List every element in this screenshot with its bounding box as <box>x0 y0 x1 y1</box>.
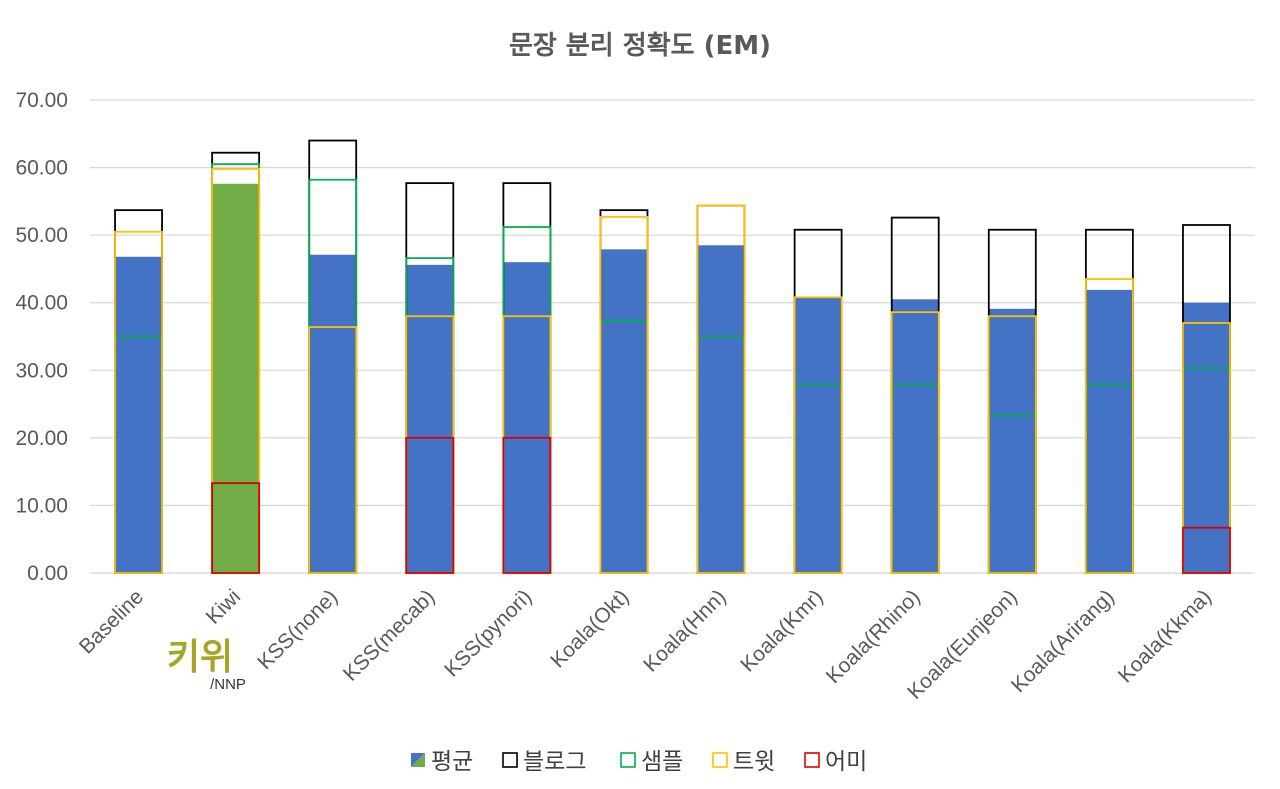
bar-outline-트윗 <box>890 311 940 574</box>
bars <box>114 139 1231 574</box>
bar-group <box>405 182 455 574</box>
y-tick-label: 50.00 <box>15 224 68 247</box>
x-tick-label: Koala(Rhino) <box>822 585 925 688</box>
bar-평균 <box>406 264 454 573</box>
x-tick-label: KSS(none) <box>253 585 342 674</box>
bar-group <box>308 139 358 574</box>
bar-outline-트윗 <box>308 326 358 574</box>
legend-item: 트윗 <box>712 749 775 775</box>
bar-outline-트윗 <box>599 215 649 574</box>
bar-평균 <box>600 249 648 573</box>
bar-outline-트윗 <box>114 230 163 574</box>
bar-group <box>890 216 940 574</box>
legend-label: 샘플 <box>641 749 683 775</box>
bar-outline-트윗 <box>1084 278 1134 574</box>
kiwi-logo: 키위 /NNP <box>167 637 246 693</box>
legend-label: 블로그 <box>523 749 586 775</box>
x-axis-tick-labels: Baseline Kiwi KSS(none)KSS(mecab) KSS(pynor… <box>75 585 1216 704</box>
bar-평균 <box>1085 289 1133 573</box>
legend-marker <box>712 752 728 768</box>
bar-outline-어미 <box>211 482 261 574</box>
bar-group <box>114 209 163 574</box>
x-tick-label: Koala(Hnn) <box>639 585 730 676</box>
x-tick-label: KSS(mecab) <box>339 585 439 685</box>
legend-marker <box>502 752 518 768</box>
bar-outline-어미 <box>405 436 455 574</box>
legend-label: 트윗 <box>733 749 775 775</box>
bar-group <box>1084 228 1134 574</box>
bar-outline-어미 <box>502 436 552 574</box>
y-tick-label: 30.00 <box>15 359 68 382</box>
y-tick-label: 0.00 <box>27 562 68 585</box>
bar-평균 <box>891 299 939 573</box>
legend-marker <box>620 752 636 768</box>
y-tick-label: 20.00 <box>15 427 68 450</box>
y-tick-label: 70.00 <box>15 89 68 112</box>
bar-평균 <box>697 245 745 573</box>
bar-group <box>696 204 746 574</box>
legend-marker-highlight <box>411 753 425 767</box>
kiwi-logo-subtext: /NNP <box>210 676 246 693</box>
legend-marker <box>804 752 820 768</box>
x-tick-label: Koala(Arirang) <box>1007 585 1119 697</box>
y-axis-tick-labels: 0.00 10.00 20.00 30.00 40.00 50.00 60.00 70.00 <box>15 89 68 585</box>
bar-평균 <box>212 183 260 573</box>
legend: 평균 블로그 샘플 트윗 어미 <box>411 749 867 775</box>
x-tick-label: Kiwi <box>202 585 245 628</box>
x-tick-label: Koala(Okt) <box>546 585 633 672</box>
x-tick-label: Koala(Kkma) <box>1114 585 1216 687</box>
bar-group <box>793 228 843 574</box>
bar-평균 <box>503 262 551 573</box>
legend-item: 어미 <box>804 749 867 775</box>
x-tick-label: Koala(Kmr) <box>736 585 827 676</box>
kiwi-logo-text: 키위 <box>167 637 233 678</box>
bar-평균 <box>309 254 357 573</box>
y-tick-label: 60.00 <box>15 157 68 180</box>
bar-outline-트윗 <box>793 296 843 574</box>
bar-평균 <box>794 297 842 573</box>
bar-group <box>1182 224 1231 574</box>
bar-평균 <box>1182 302 1230 573</box>
bar-group <box>599 209 649 574</box>
gridlines <box>90 99 1255 574</box>
bar-group <box>502 182 552 574</box>
y-tick-label: 40.00 <box>15 292 68 315</box>
bar-평균 <box>115 256 163 573</box>
chart-title: 문장 분리 정확도 (EM) <box>509 31 771 61</box>
y-tick-label: 10.00 <box>15 494 68 517</box>
legend-label: 평균 <box>431 749 473 775</box>
x-tick-label: KSS(pynori) <box>440 585 536 681</box>
bar-group <box>211 151 261 574</box>
bar-group <box>987 228 1037 574</box>
bar-평균 <box>988 308 1036 573</box>
legend-item: 평균 <box>411 749 473 775</box>
legend-label: 어미 <box>825 749 867 775</box>
bar-outline-어미 <box>1182 526 1231 574</box>
bar-outline-트윗 <box>987 315 1037 574</box>
legend-item: 블로그 <box>502 749 586 775</box>
x-tick-label: Baseline <box>75 585 148 658</box>
legend-item: 샘플 <box>620 749 683 775</box>
bar-outline-트윗 <box>696 204 746 574</box>
